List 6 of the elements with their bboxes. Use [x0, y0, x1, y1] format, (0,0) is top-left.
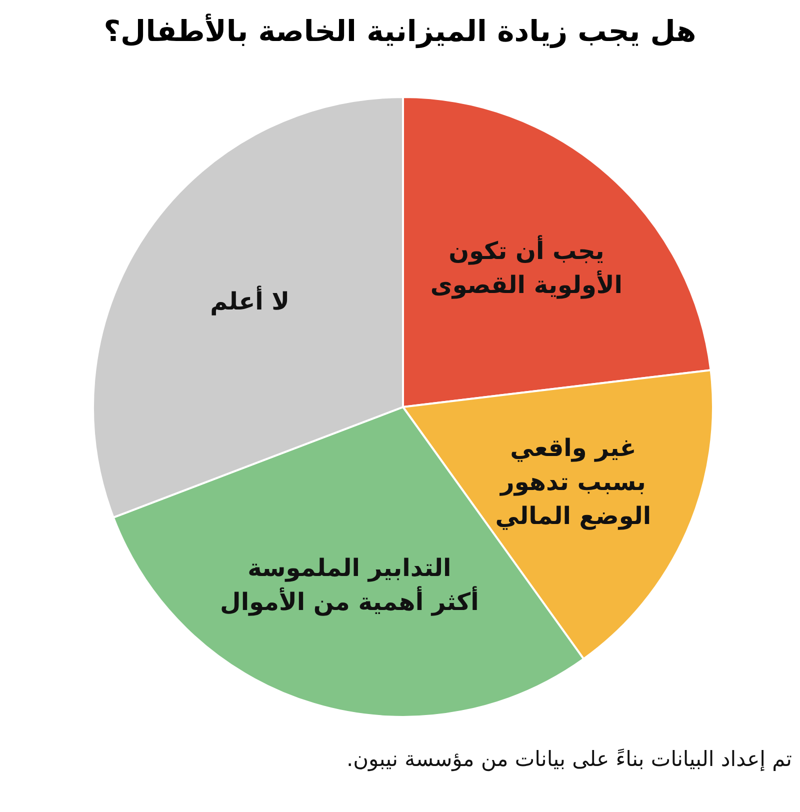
- text: تم إعداد البيانات بناءً على بيانات من مؤسسة نيبون.: [345, 746, 792, 774]
- chart-title: هل يجب زيادة الميزانية الخاصة بالأطفال؟: [102, 14, 698, 48]
- slice-label: لا أعلم: [210, 285, 290, 316]
- slice-label: يجب أن تكون الأولوية القصوى: [430, 234, 623, 299]
- slice-label: التدابير الملموسة أكثر أهمية من الأموال: [220, 554, 479, 616]
- slice-label: غير واقعي بسبب تدهور الوضع المالي: [495, 434, 652, 530]
